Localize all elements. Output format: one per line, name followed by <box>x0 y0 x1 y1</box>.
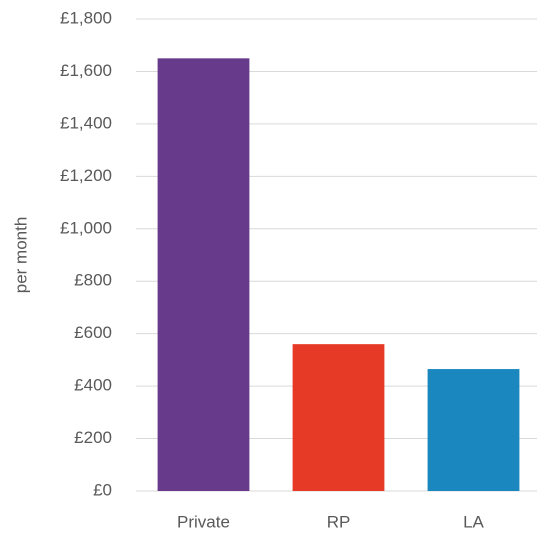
x-tick-label: LA <box>463 512 484 531</box>
y-tick-label: £1,600 <box>60 61 112 80</box>
bar <box>427 369 520 491</box>
y-tick-label: £400 <box>74 376 112 395</box>
y-tick-label: £800 <box>74 271 112 290</box>
y-tick-label: £1,800 <box>60 8 112 27</box>
x-tick-label: RP <box>327 512 351 531</box>
y-tick-label: £200 <box>74 428 112 447</box>
y-tick-label: £1,400 <box>60 113 112 132</box>
x-tick-label: Private <box>177 512 230 531</box>
y-tick-label: £600 <box>74 323 112 342</box>
y-tick-label: £1,200 <box>60 166 112 185</box>
y-tick-label: £0 <box>93 480 112 499</box>
bar <box>157 58 250 491</box>
y-tick-label: £1,000 <box>60 218 112 237</box>
y-axis-label: per month <box>11 217 30 294</box>
bar <box>292 344 385 491</box>
